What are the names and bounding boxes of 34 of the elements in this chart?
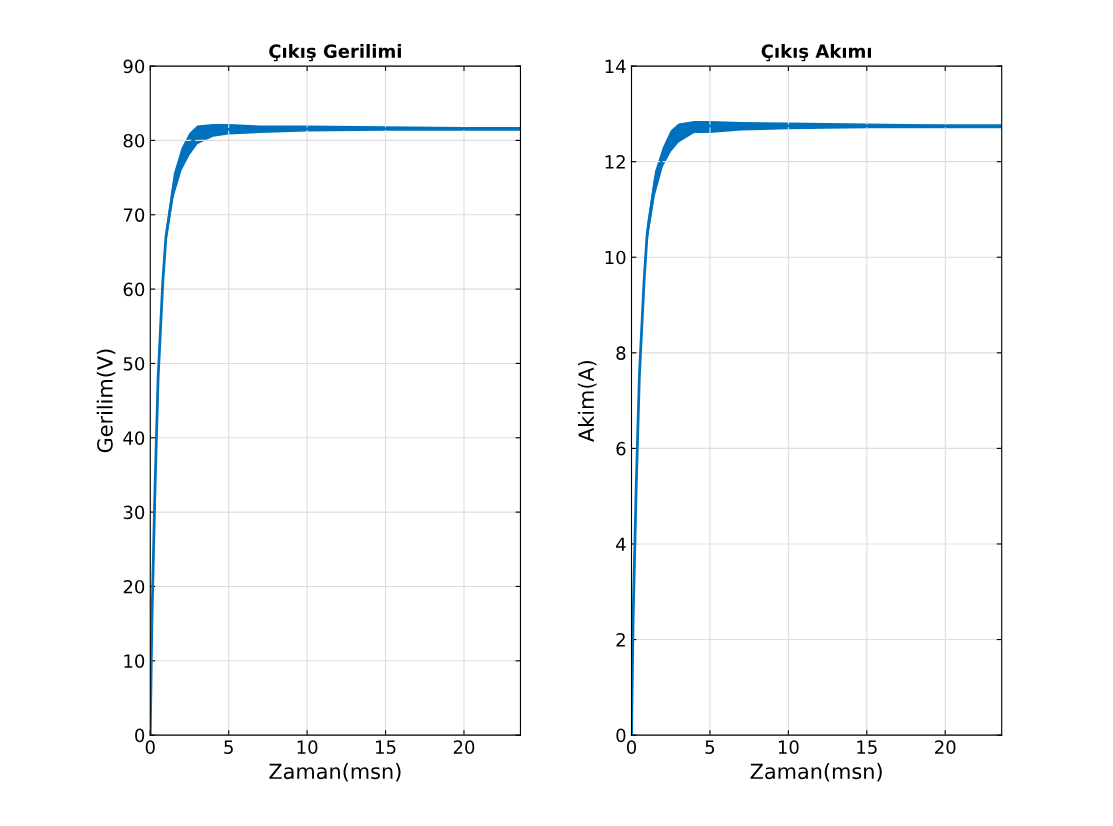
x-axis-title: Zaman(msn) xyxy=(750,763,882,782)
x-tick-label: 15 xyxy=(376,740,396,754)
y-tick-label: 4 xyxy=(616,537,626,551)
y-tick-label: 20 xyxy=(123,579,145,594)
y-tick-label: 10 xyxy=(605,250,626,265)
x-tick-label: 5 xyxy=(705,740,715,754)
x-tick-label: 0 xyxy=(145,740,155,754)
y-tick-label: 0 xyxy=(616,728,626,743)
y-tick-label: 90 xyxy=(123,59,145,74)
y-tick-label: 30 xyxy=(123,505,145,520)
x-axis-title: Zaman(msn) xyxy=(269,763,401,782)
y-tick-label: 2 xyxy=(616,633,625,647)
x-tick-label: 10 xyxy=(778,740,799,754)
x-tick-label: 0 xyxy=(626,740,637,754)
y-axis-title: Gerilim(V) xyxy=(96,349,116,453)
y-tick-label: 6 xyxy=(616,441,626,456)
y-tick-label: 70 xyxy=(123,208,145,222)
x-tick-label: 15 xyxy=(857,740,877,754)
y-tick-label: 40 xyxy=(123,431,145,445)
chart-title: Çıkış Akımı xyxy=(761,44,872,62)
y-tick-label: 14 xyxy=(605,59,626,73)
y-tick-label: 12 xyxy=(605,155,625,169)
y-tick-label: 8 xyxy=(616,346,626,360)
y-tick-label: 0 xyxy=(135,728,145,743)
chart-title: Çıkış Gerilimi xyxy=(269,44,401,62)
y-tick-label: 10 xyxy=(124,654,145,668)
x-tick-label: 20 xyxy=(935,740,956,754)
x-tick-label: 5 xyxy=(224,740,233,754)
y-tick-label: 80 xyxy=(123,133,145,148)
y-axis-title: Akim(A) xyxy=(577,360,597,442)
x-tick-label: 20 xyxy=(453,740,475,754)
y-tick-label: 60 xyxy=(123,282,145,297)
x-tick-label: 10 xyxy=(297,740,318,754)
y-tick-label: 50 xyxy=(123,356,145,371)
